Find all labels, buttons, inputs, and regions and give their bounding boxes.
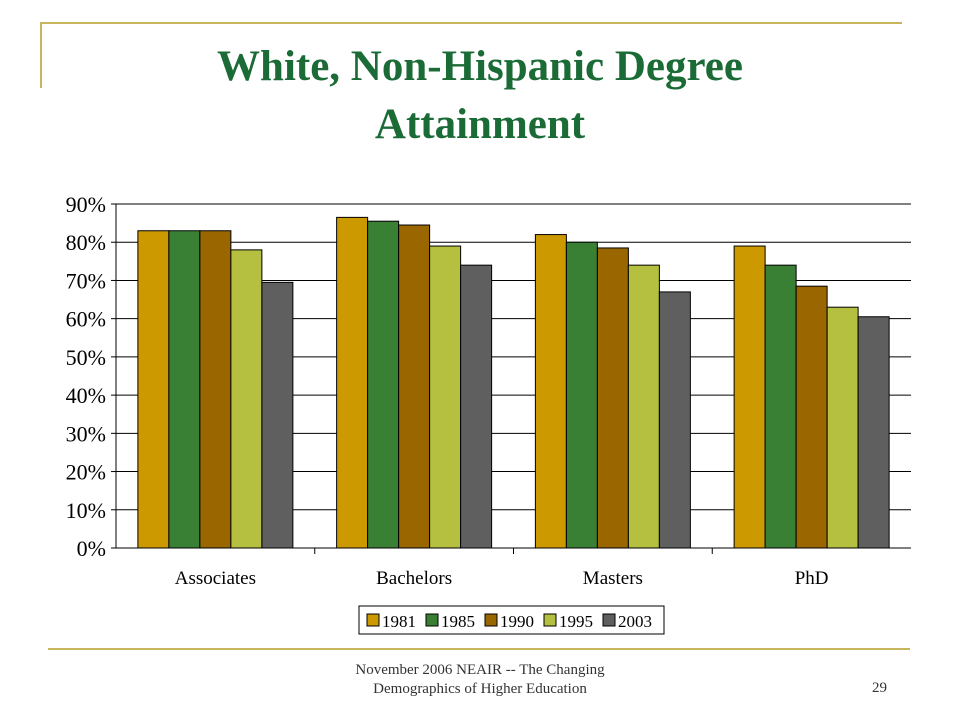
y-tick-label: 60% xyxy=(66,307,106,332)
bar-1995-associates xyxy=(230,249,263,549)
bar-2003-bachelors xyxy=(460,264,493,549)
y-tick-label: 0% xyxy=(77,536,106,561)
y-tick-label: 30% xyxy=(66,421,106,446)
x-category-label: Associates xyxy=(175,568,256,589)
bar-1985-phd xyxy=(764,264,797,549)
y-tick-label: 90% xyxy=(66,192,106,217)
bar-1995-masters xyxy=(627,264,660,549)
x-category-label: PhD xyxy=(795,568,829,589)
slide-title-line-1: White, Non-Hispanic Degree xyxy=(217,43,743,90)
slide-title: White, Non-Hispanic Degree Attainment xyxy=(80,38,880,154)
bar-1990-masters xyxy=(596,247,629,549)
bar-1981-associates xyxy=(137,230,170,549)
legend: 1981 1985 1990 1995 2003 xyxy=(358,605,665,635)
legend-swatch-1990 xyxy=(484,613,498,627)
legend-label-1985: 1985 xyxy=(441,612,475,631)
legend-label-1995: 1995 xyxy=(559,612,593,631)
bar-2003-associates xyxy=(261,281,294,549)
legend-swatch-1981 xyxy=(366,613,380,627)
y-tick-label: 10% xyxy=(66,498,106,523)
y-tick-label: 70% xyxy=(66,268,106,293)
legend-label-2003: 2003 xyxy=(618,612,652,631)
slide-title-line-2: Attainment xyxy=(374,101,586,148)
bar-1990-bachelors xyxy=(398,224,431,549)
y-tick-label: 80% xyxy=(66,230,106,255)
legend-label-1990: 1990 xyxy=(500,612,534,631)
bar-1981-masters xyxy=(534,234,567,549)
bar-2003-masters xyxy=(658,291,691,549)
bar-2003-phd xyxy=(857,316,890,549)
bar-1981-bachelors xyxy=(336,216,369,549)
legend-swatch-1985 xyxy=(425,613,439,627)
axis-labels: 0% 10% 20% 30% 40% 50% 60% 70% 80% 90% Associates B… xyxy=(66,192,829,589)
bar-1985-masters xyxy=(565,241,598,549)
bar-1995-bachelors xyxy=(429,245,462,549)
bar-1985-bachelors xyxy=(367,220,400,549)
legend-swatch-1995 xyxy=(543,613,557,627)
frame-top-rule xyxy=(42,22,902,24)
footer-line-1: November 2006 NEAIR -- The Changing xyxy=(355,662,605,678)
bar-1995-phd xyxy=(826,306,859,549)
bar-1990-phd xyxy=(795,285,828,549)
footer-line-2: Demographics of Higher Education xyxy=(373,681,587,697)
y-tick-label: 50% xyxy=(66,345,106,370)
bar-1985-associates xyxy=(168,230,201,549)
page-number: 29 xyxy=(872,680,887,696)
frame-left-rule xyxy=(40,22,42,88)
y-tick-label: 20% xyxy=(66,460,106,485)
legend-label-1981: 1981 xyxy=(382,612,416,631)
bar-1981-phd xyxy=(733,245,766,549)
bars xyxy=(137,216,890,549)
bar-1990-associates xyxy=(199,230,232,549)
frame-bottom-rule xyxy=(48,648,910,650)
footer: November 2006 NEAIR -- The Changing Demo… xyxy=(320,661,640,699)
x-category-label: Bachelors xyxy=(376,568,452,589)
y-tick-label: 40% xyxy=(66,383,106,408)
legend-swatch-2003 xyxy=(602,613,616,627)
x-category-label: Masters xyxy=(583,568,643,589)
